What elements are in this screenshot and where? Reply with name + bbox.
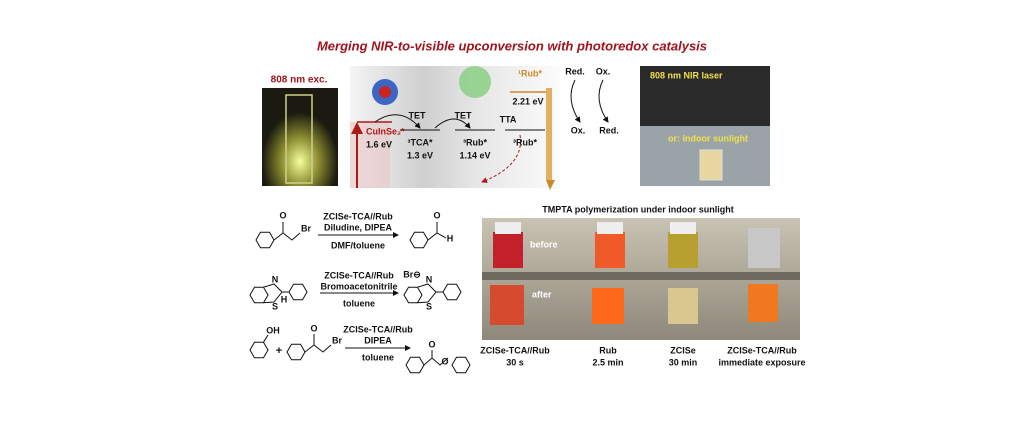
energy-label: 2.21 eV	[512, 96, 543, 106]
reagent: ZCISe-TCA//Rub	[324, 270, 394, 280]
reagent: DIPEA	[364, 335, 392, 345]
sample-time: 30 min	[669, 357, 698, 367]
energy-diagram	[350, 66, 609, 190]
level-label: ³Rub*	[513, 137, 537, 147]
sample-time: immediate exposure	[718, 357, 805, 367]
atom: O	[279, 210, 286, 220]
atom: N	[272, 274, 279, 284]
cycle-label: Ox.	[596, 66, 611, 76]
atom: +	[276, 345, 282, 357]
polymer-title: TMPTA polymerization under indoor sunlig…	[542, 204, 734, 214]
sample-name: ZCISe	[670, 345, 696, 355]
atom: O	[433, 210, 440, 220]
setup-label: or: indoor sunlight	[668, 133, 748, 143]
process-label: TET	[409, 110, 427, 120]
atom: O	[441, 356, 448, 366]
sample-name: Rub	[599, 345, 617, 355]
process-label: TTA	[500, 114, 517, 124]
reaction-structures	[249, 222, 471, 374]
atom: H	[281, 294, 288, 304]
vial	[699, 149, 723, 181]
solvent: toluene	[362, 352, 394, 362]
cuvette-photo	[262, 88, 338, 186]
row-label: before	[530, 239, 558, 249]
energy-label: 1.3 eV	[407, 150, 433, 160]
reagent: ZCISe-TCA//Rub	[343, 324, 413, 334]
atom: Br	[301, 223, 311, 233]
atom: OH	[266, 325, 280, 335]
atom: O	[310, 323, 317, 333]
energy-label: 1.14 eV	[459, 150, 490, 160]
solvent: toluene	[343, 298, 375, 308]
atom: S	[272, 301, 278, 311]
reagent: ZCISe-TCA//Rub	[323, 211, 393, 221]
atom: Br	[332, 335, 342, 345]
atom: O	[428, 339, 435, 349]
level-label: CuInSe₂*	[366, 126, 405, 136]
cycle-label: Ox.	[571, 125, 586, 135]
sample-name: ZCISe-TCA//Rub	[480, 345, 550, 355]
process-label: TET	[455, 110, 473, 120]
atom: Br⊖	[403, 269, 421, 279]
row-label: after	[532, 289, 552, 299]
photo-label: 808 nm exc.	[271, 75, 328, 86]
level-label: ³Rub*	[463, 137, 487, 147]
cycle-label: Red.	[599, 125, 619, 135]
solvent: DMF/toluene	[331, 240, 385, 250]
atom: H	[447, 233, 454, 243]
level-label: ¹Rub*	[518, 68, 542, 78]
atom: N	[426, 274, 433, 284]
atom: S	[426, 301, 432, 311]
energy-label: 1.6 eV	[366, 139, 392, 149]
title: Merging NIR-to-visible upconversion with…	[317, 38, 707, 53]
setup-label: 808 nm NIR laser	[650, 70, 723, 80]
sample-time: 30 s	[506, 357, 524, 367]
sample-name: ZCISe-TCA//Rub	[727, 345, 797, 355]
level-label: ³TCA*	[408, 137, 433, 147]
sample-time: 2.5 min	[592, 357, 623, 367]
vials	[490, 222, 780, 325]
reagent: Bromoacetonitrile	[320, 281, 397, 291]
reagent: Diludine, DIPEA	[324, 222, 393, 232]
cycle-label: Red.	[565, 66, 585, 76]
shelf	[482, 272, 800, 280]
cuvette	[285, 94, 313, 184]
